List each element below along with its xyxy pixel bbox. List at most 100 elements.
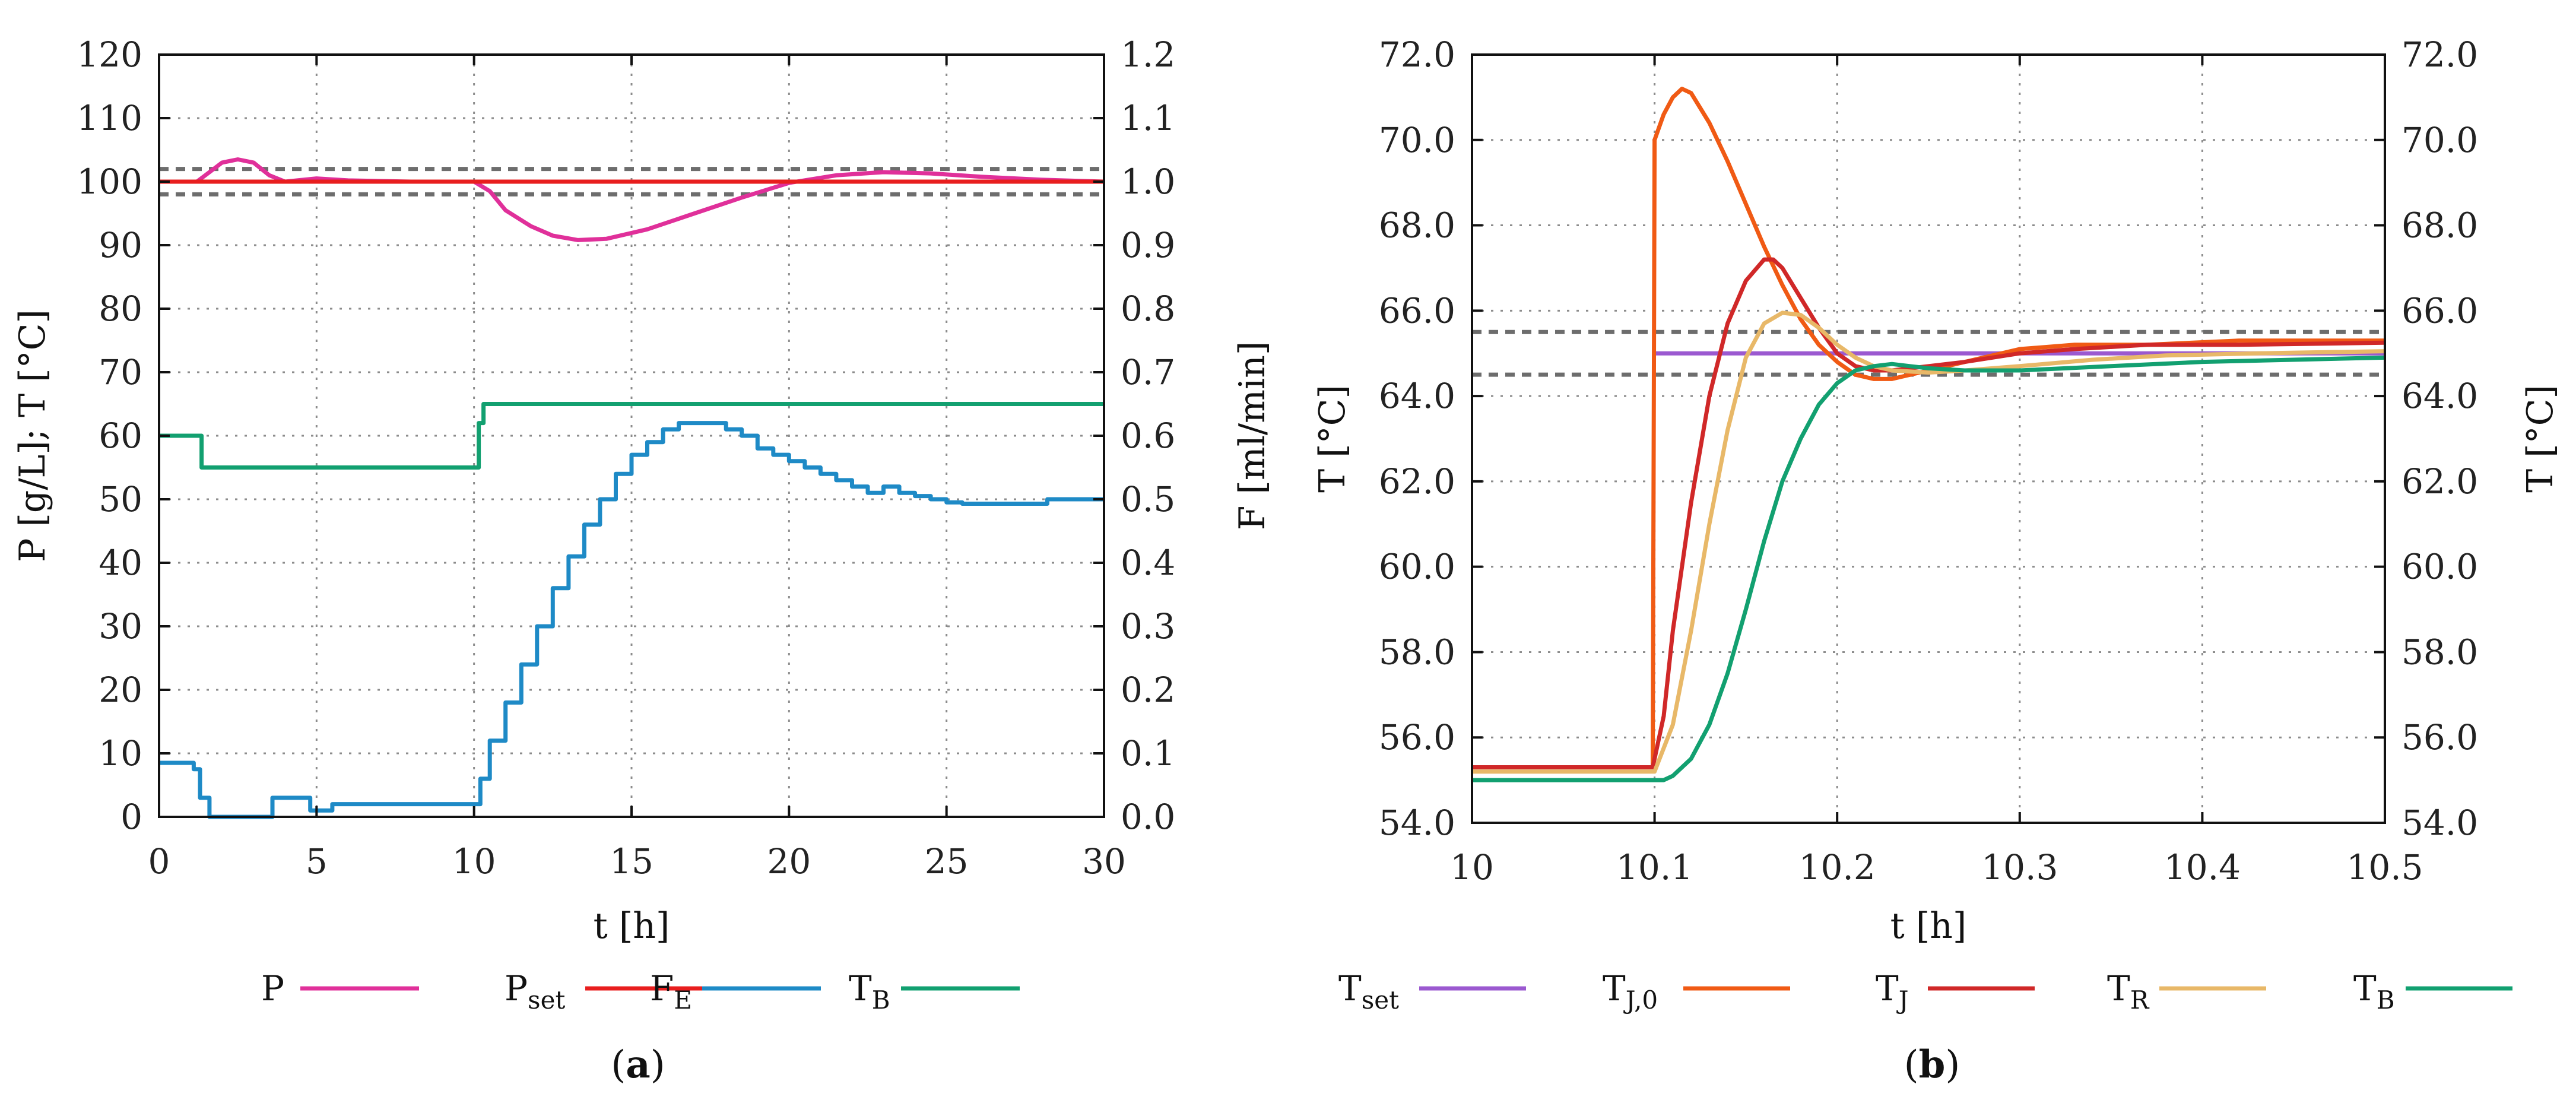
series-line-TJ bbox=[1472, 257, 2385, 769]
y-tick-label-left: 50 bbox=[99, 479, 142, 519]
legend-label: Tset bbox=[1338, 968, 1399, 1015]
y-tick-label-right: 0.3 bbox=[1121, 606, 1175, 646]
y-tick-label-left: 60.0 bbox=[1379, 547, 1455, 587]
plot-frame bbox=[1471, 53, 2386, 824]
y-tick-label-left: 60 bbox=[99, 416, 142, 456]
y-tick-label-left: 68.0 bbox=[1379, 205, 1455, 246]
x-tick-label: 20 bbox=[767, 841, 811, 882]
legend-label: TB bbox=[2353, 968, 2395, 1015]
y-tick-label-left: 20 bbox=[99, 670, 142, 710]
legend-entry: TJ,0 bbox=[1603, 968, 1790, 1015]
x-tick-label: 30 bbox=[1082, 841, 1126, 882]
y-tick-label-right: 72.0 bbox=[2401, 34, 2478, 75]
legend-entry: P bbox=[261, 968, 419, 1009]
y-tick-label-left: 62.0 bbox=[1379, 461, 1455, 502]
x-tick-label: 10 bbox=[1450, 847, 1494, 888]
panel-a: 0 5 10 15 20 25 30 0 10 20 30 40 50 60 70 80 90 100 110 120… bbox=[12, 34, 1273, 1087]
panel-caption: (b) bbox=[1904, 1042, 1960, 1087]
y-tick-label-right: 68.0 bbox=[2401, 205, 2478, 246]
x-tick-label: 10 bbox=[452, 841, 496, 882]
y-tick-label-left: 0 bbox=[120, 797, 142, 837]
y-tick-label-right: 0.0 bbox=[1121, 797, 1175, 837]
legend-label: FE bbox=[650, 968, 692, 1015]
y-tick-label-left: 80 bbox=[99, 289, 142, 329]
y-tick-label-left: 54.0 bbox=[1379, 803, 1455, 843]
series-line-TR bbox=[1472, 310, 2385, 774]
x-tick-label: 5 bbox=[306, 841, 328, 882]
legend-entry: Tset bbox=[1338, 968, 1526, 1015]
series-line-TJ0 bbox=[1472, 87, 2385, 769]
y-tick-label-right: 66.0 bbox=[2401, 290, 2478, 331]
y-tick-label-right: 54.0 bbox=[2401, 803, 2478, 843]
x-axis-label: t [h] bbox=[1890, 905, 1967, 947]
grid-b bbox=[1472, 55, 2385, 823]
grid-a bbox=[159, 55, 1104, 817]
legend-a: P Pset FE TB bbox=[261, 968, 1020, 1015]
y-tick-label-right: 0.7 bbox=[1121, 352, 1175, 392]
legend-label: TJ bbox=[1876, 968, 1909, 1015]
legend-label: TR bbox=[2107, 968, 2150, 1015]
y-tick-label-right: 0.8 bbox=[1121, 289, 1175, 329]
y-tick-label-right: 1.2 bbox=[1121, 34, 1175, 75]
y-tick-label-right: 58.0 bbox=[2401, 632, 2478, 672]
series-line-TB bbox=[159, 402, 1104, 470]
x-tick-label: 10.3 bbox=[1981, 847, 2058, 888]
y-tick-label-right: 1.0 bbox=[1121, 161, 1175, 202]
y-tick-label-left: 70.0 bbox=[1379, 120, 1455, 160]
x-tick-label: 10.1 bbox=[1616, 847, 1693, 888]
y-tick-label-left: 66.0 bbox=[1379, 290, 1455, 331]
y-axis-label-left: P [g/L]; T [°C] bbox=[12, 309, 53, 562]
y-tick-label-left: 72.0 bbox=[1379, 34, 1455, 75]
legend-entry: TB bbox=[2353, 968, 2512, 1015]
y-tick-label-left: 120 bbox=[77, 34, 142, 75]
x-tick-label: 10.2 bbox=[1799, 847, 1876, 888]
legend-label: P bbox=[261, 968, 284, 1009]
legend-entry: FE bbox=[650, 968, 821, 1015]
y-axis-label-right: F [ml/min] bbox=[1232, 341, 1273, 531]
legend-b: Tset TJ,0 TJ TR TB bbox=[1338, 968, 2512, 1015]
x-axis-label: t [h] bbox=[594, 905, 670, 947]
y-tick-label-left: 58.0 bbox=[1379, 632, 1455, 672]
x-tick-label: 0 bbox=[148, 841, 170, 882]
y-tick-label-right: 0.6 bbox=[1121, 416, 1175, 456]
y-tick-label-left: 56.0 bbox=[1379, 717, 1455, 757]
legend-entry: TB bbox=[849, 968, 1020, 1015]
y-tick-label-left: 64.0 bbox=[1379, 376, 1455, 416]
y-tick-label-right: 0.1 bbox=[1121, 733, 1175, 774]
legend-entry: Pset bbox=[505, 968, 704, 1015]
y-tick-label-right: 0.9 bbox=[1121, 225, 1175, 265]
y-tick-label-right: 60.0 bbox=[2401, 547, 2478, 587]
legend-label: TB bbox=[849, 968, 890, 1015]
y-tick-label-right: 56.0 bbox=[2401, 717, 2478, 757]
legend-label: Pset bbox=[505, 968, 565, 1015]
x-tick-label: 25 bbox=[925, 841, 969, 882]
y-tick-label-left: 10 bbox=[99, 733, 142, 774]
panel-caption: (a) bbox=[611, 1042, 665, 1087]
y-axis-label-left: T [°C] bbox=[1312, 385, 1353, 493]
series-line-TB bbox=[1472, 355, 2385, 782]
y-tick-label-left: 70 bbox=[99, 352, 142, 392]
y-tick-label-right: 0.5 bbox=[1121, 479, 1175, 519]
legend-label: TJ,0 bbox=[1603, 968, 1658, 1015]
y-tick-label-left: 40 bbox=[99, 543, 142, 583]
panel-b: 10 10.1 10.2 10.3 10.4 10.554.056.058.060.062… bbox=[1312, 34, 2561, 1087]
y-tick-label-right: 1.1 bbox=[1121, 98, 1175, 138]
y-tick-label-left: 100 bbox=[77, 161, 142, 202]
legend-entry: TR bbox=[2107, 968, 2266, 1015]
y-tick-label-right: 0.4 bbox=[1121, 543, 1175, 583]
x-tick-label: 15 bbox=[610, 841, 653, 882]
y-tick-label-right: 0.2 bbox=[1121, 670, 1175, 710]
legend-entry: TJ bbox=[1876, 968, 2035, 1015]
series-line-P bbox=[159, 157, 1105, 242]
x-tick-label: 10.4 bbox=[2164, 847, 2241, 888]
y-tick-label-right: 64.0 bbox=[2401, 376, 2478, 416]
y-tick-label-left: 110 bbox=[77, 98, 142, 138]
y-axis-label-right: T [°C] bbox=[2520, 385, 2561, 493]
x-tick-label: 10.5 bbox=[2346, 847, 2423, 888]
y-tick-label-left: 30 bbox=[99, 606, 142, 646]
y-tick-label-right: 62.0 bbox=[2401, 461, 2478, 502]
y-tick-label-left: 90 bbox=[99, 225, 142, 265]
series-line-FE bbox=[159, 421, 1104, 819]
y-tick-label-right: 70.0 bbox=[2401, 120, 2478, 160]
